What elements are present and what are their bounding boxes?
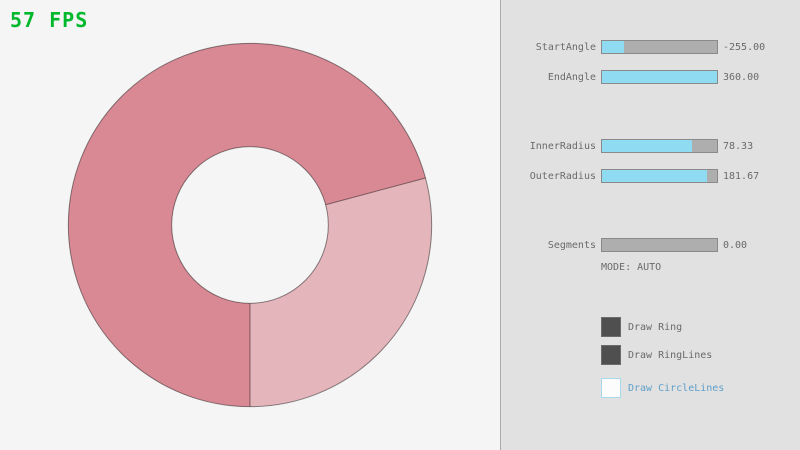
start-angle-value: -255.00 <box>723 42 766 53</box>
mode-label: MODE: AUTO <box>601 262 662 273</box>
ring-outline <box>171 146 329 304</box>
draw-ringlines-label: Draw RingLines <box>628 350 713 361</box>
double-pass-sector <box>68 43 426 407</box>
draw-ring-label: Draw Ring <box>628 322 683 333</box>
segments-label: Segments <box>547 240 596 251</box>
single-pass-sector <box>250 177 432 407</box>
slider-fill <box>602 170 707 182</box>
outer-radius-value: 181.67 <box>723 171 760 182</box>
checkbox-row-draw-ring: Draw Ring <box>501 317 800 337</box>
outer-radius-label: OuterRadius <box>529 171 596 182</box>
draw-circlelines-label: Draw CircleLines <box>628 383 725 394</box>
ring-sector-line <box>325 177 426 206</box>
fps-counter: 57 FPS <box>10 8 89 32</box>
draw-ringlines-checkbox[interactable] <box>601 345 621 365</box>
slider-fill <box>602 140 692 152</box>
slider-fill <box>602 71 717 83</box>
draw-circlelines-checkbox[interactable] <box>601 378 621 398</box>
checkbox-row-draw-circlelines: Draw CircleLines <box>501 378 800 398</box>
segments-value: 0.00 <box>723 240 748 251</box>
slider-row-start-angle: StartAngle -255.00 <box>501 40 800 54</box>
slider-row-inner-radius: InnerRadius 78.33 <box>501 139 800 153</box>
start-angle-label: StartAngle <box>535 42 596 53</box>
end-angle-label: EndAngle <box>547 72 596 83</box>
slider-row-outer-radius: OuterRadius 181.67 <box>501 169 800 183</box>
slider-row-end-angle: EndAngle 360.00 <box>501 70 800 84</box>
checkbox-row-draw-ringlines: Draw RingLines <box>501 345 800 365</box>
start-angle-slider[interactable] <box>601 40 718 54</box>
inner-radius-slider[interactable] <box>601 139 718 153</box>
end-angle-slider[interactable] <box>601 70 718 84</box>
inner-radius-value: 78.33 <box>723 141 754 152</box>
end-angle-value: 360.00 <box>723 72 760 83</box>
outer-radius-slider[interactable] <box>601 169 718 183</box>
ring-outline <box>67 42 433 408</box>
slider-row-segments: Segments 0.00 <box>501 238 800 252</box>
draw-ring-checkbox[interactable] <box>601 317 621 337</box>
segments-slider[interactable] <box>601 238 718 252</box>
slider-fill <box>602 41 624 53</box>
inner-radius-label: InnerRadius <box>529 141 596 152</box>
controls-panel: StartAngle -255.00 EndAngle 360.00 Inner… <box>500 0 800 450</box>
